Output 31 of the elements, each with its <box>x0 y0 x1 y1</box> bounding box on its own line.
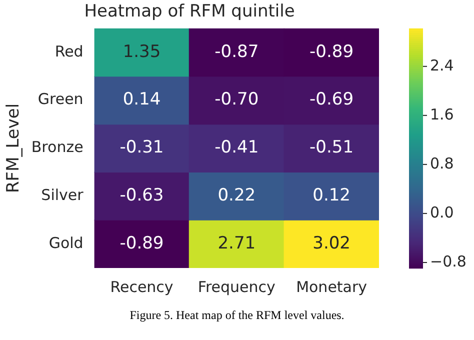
data-label: 1.35 <box>122 42 161 62</box>
color-bar-label: 2.4 <box>430 56 454 74</box>
y-tick-label: Bronze <box>31 138 84 156</box>
data-label: 0.22 <box>218 186 256 206</box>
caption: Figure 5. Heat map of the RFM level values. <box>128 308 346 323</box>
chart-title: Heatmap of RFM quintile <box>84 2 295 22</box>
data-label: -0.89 <box>120 233 164 254</box>
y-tick-label: Green <box>38 90 84 108</box>
y-tick-label: Gold <box>48 234 84 252</box>
data-label: -0.70 <box>214 90 259 110</box>
data-label: -0.63 <box>120 186 164 206</box>
data-label: -0.51 <box>310 138 354 158</box>
y-tick-label: Red <box>54 42 84 60</box>
data-label: 3.02 <box>312 233 350 254</box>
y-axis-title: RFM_Level <box>4 103 24 194</box>
color-bar-label: −0.8 <box>430 252 466 270</box>
x-tick-label: Recency <box>110 278 174 296</box>
x-tick-label: Frequency <box>198 278 276 296</box>
color-bar-label: 1.6 <box>430 105 454 124</box>
data-label: 2.71 <box>218 233 256 254</box>
x-tick-label: Monetary <box>296 278 368 296</box>
data-label: -0.31 <box>120 138 164 158</box>
y-tick-label: Silver <box>41 186 84 204</box>
data-label: -0.87 <box>214 42 259 62</box>
color-bar-label: 0.8 <box>430 154 454 172</box>
data-label: -0.41 <box>214 138 259 158</box>
data-label: 0.14 <box>122 90 161 110</box>
color-bar-label: 0.0 <box>430 203 454 222</box>
data-label: 0.12 <box>312 186 350 206</box>
data-label: -0.89 <box>310 42 354 62</box>
data-label: -0.69 <box>310 90 354 110</box>
